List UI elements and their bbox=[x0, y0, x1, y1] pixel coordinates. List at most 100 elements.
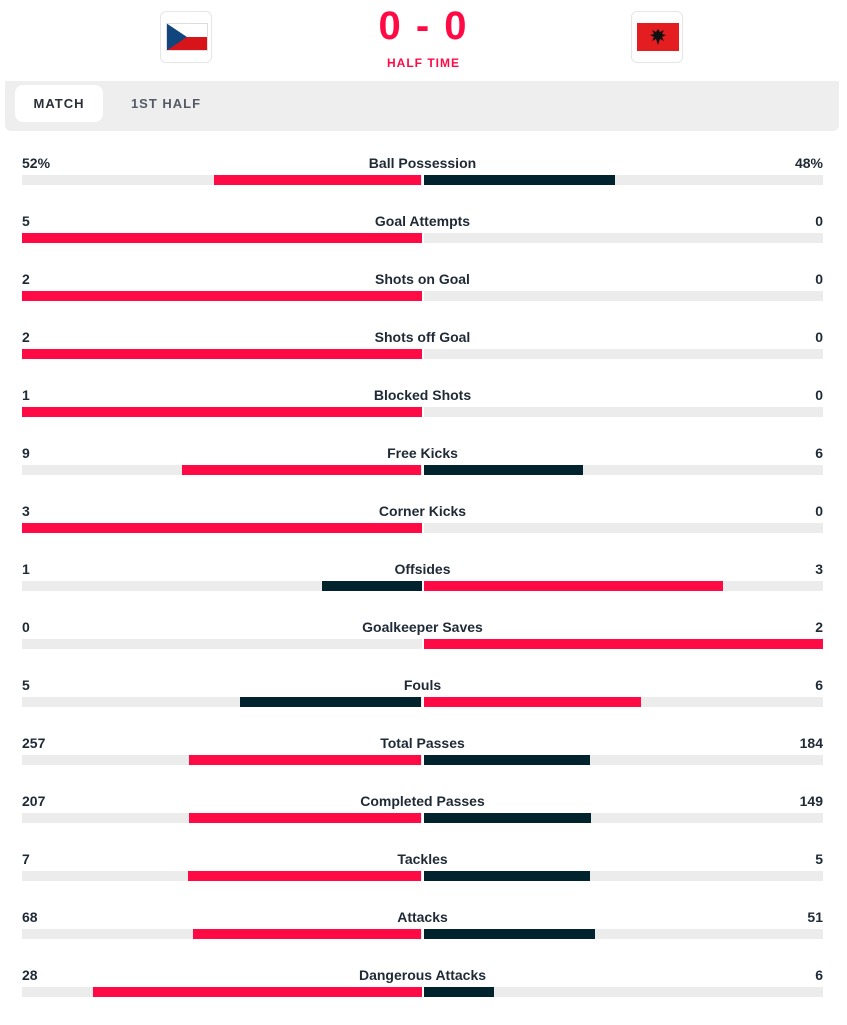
away-bar-track bbox=[423, 175, 823, 185]
away-bar-track bbox=[423, 407, 823, 417]
away-stat-value: 149 bbox=[799, 793, 823, 809]
home-bar-track bbox=[22, 639, 422, 649]
away-stat-value: 3 bbox=[815, 561, 823, 577]
away-stat-value: 6 bbox=[815, 677, 823, 693]
match-header: 0 - 0 HALF TIME bbox=[0, 0, 847, 80]
stat-label: Shots on Goal bbox=[375, 271, 470, 287]
stat-label: Tackles bbox=[397, 851, 448, 867]
home-stat-bar bbox=[22, 523, 422, 533]
away-stat-value: 48% bbox=[794, 155, 823, 171]
away-stat-value: 0 bbox=[815, 387, 823, 403]
stat-comparison-bar bbox=[22, 755, 823, 765]
home-stat-value: 52% bbox=[22, 155, 51, 171]
stat-row: 257 Total Passes 184 bbox=[22, 735, 823, 793]
away-stat-value: 0 bbox=[815, 329, 823, 345]
stat-row: 5 Goal Attempts 0 bbox=[22, 213, 823, 271]
stat-comparison-bar bbox=[22, 987, 823, 997]
away-stat-bar bbox=[423, 639, 823, 649]
tab-match[interactable]: MATCH bbox=[15, 85, 103, 122]
stat-comparison-bar bbox=[22, 929, 823, 939]
away-stat-bar bbox=[423, 871, 590, 881]
stat-label: Goal Attempts bbox=[374, 213, 471, 229]
away-stat-bar bbox=[423, 581, 724, 591]
away-bar-track bbox=[423, 349, 823, 359]
home-stat-value: 257 bbox=[22, 735, 46, 751]
home-stat-bar bbox=[22, 349, 422, 359]
stat-row: 28 Dangerous Attacks 6 bbox=[22, 967, 823, 1025]
home-stat-value: 7 bbox=[22, 851, 30, 867]
stat-label: Offsides bbox=[394, 561, 451, 577]
stat-label: Blocked Shots bbox=[373, 387, 472, 403]
away-team-flag[interactable] bbox=[631, 11, 683, 63]
away-bar-track bbox=[423, 233, 823, 243]
home-stat-bar bbox=[22, 233, 422, 243]
away-stat-value: 0 bbox=[815, 503, 823, 519]
stat-row: 7 Tackles 5 bbox=[22, 851, 823, 909]
stat-row: 1 Blocked Shots 0 bbox=[22, 387, 823, 445]
home-stat-bar bbox=[22, 407, 422, 417]
away-bar-track bbox=[423, 755, 823, 765]
stat-comparison-bar bbox=[22, 291, 823, 301]
away-bar-track bbox=[423, 523, 823, 533]
score: 0 - 0 bbox=[378, 4, 469, 48]
home-stat-bar bbox=[193, 929, 422, 939]
stat-label: Shots off Goal bbox=[374, 329, 471, 345]
away-stat-value: 6 bbox=[815, 967, 823, 983]
stat-comparison-bar bbox=[22, 465, 823, 475]
away-stat-value: 6 bbox=[815, 445, 823, 461]
home-stat-value: 5 bbox=[22, 677, 30, 693]
stat-label: Ball Possession bbox=[368, 155, 477, 171]
away-stat-value: 51 bbox=[807, 909, 823, 925]
away-stat-value: 184 bbox=[799, 735, 823, 751]
home-stat-value: 2 bbox=[22, 271, 30, 287]
stat-comparison-bar bbox=[22, 233, 823, 243]
home-stat-value: 9 bbox=[22, 445, 30, 461]
stat-label: Completed Passes bbox=[360, 793, 485, 809]
away-bar-track bbox=[423, 987, 823, 997]
home-stat-bar bbox=[321, 581, 422, 591]
home-stat-value: 1 bbox=[22, 387, 30, 403]
away-stat-bar bbox=[423, 755, 591, 765]
stat-comparison-bar bbox=[22, 871, 823, 881]
home-stat-value: 207 bbox=[22, 793, 46, 809]
away-stat-bar bbox=[423, 465, 584, 475]
home-stat-bar bbox=[188, 871, 422, 881]
stat-comparison-bar bbox=[22, 639, 823, 649]
stat-row: 52% Ball Possession 48% bbox=[22, 155, 823, 213]
away-bar-track bbox=[423, 465, 823, 475]
match-status: HALF TIME bbox=[387, 56, 460, 70]
home-stat-value: 28 bbox=[22, 967, 38, 983]
stat-label: Corner Kicks bbox=[378, 503, 467, 519]
home-team-flag[interactable] bbox=[160, 11, 212, 63]
home-bar-track bbox=[22, 697, 422, 707]
home-stat-bar bbox=[189, 813, 422, 823]
home-stat-bar bbox=[239, 697, 422, 707]
home-stat-bar bbox=[213, 175, 422, 185]
tab-1st-half[interactable]: 1ST HALF bbox=[130, 96, 202, 111]
stat-row: 207 Completed Passes 149 bbox=[22, 793, 823, 851]
stat-row: 1 Offsides 3 bbox=[22, 561, 823, 619]
home-stat-value: 3 bbox=[22, 503, 30, 519]
stat-comparison-bar bbox=[22, 523, 823, 533]
stat-label: Goalkeeper Saves bbox=[362, 619, 483, 635]
stat-label: Fouls bbox=[403, 677, 442, 693]
stat-row: 2 Shots on Goal 0 bbox=[22, 271, 823, 329]
away-stat-bar bbox=[423, 813, 591, 823]
home-stat-bar bbox=[92, 987, 422, 997]
home-stat-value: 5 bbox=[22, 213, 30, 229]
stat-row: 5 Fouls 6 bbox=[22, 677, 823, 735]
away-stat-value: 2 bbox=[815, 619, 823, 635]
away-stat-value: 0 bbox=[815, 213, 823, 229]
stat-row: 2 Shots off Goal 0 bbox=[22, 329, 823, 387]
albania-flag-icon bbox=[637, 23, 679, 51]
away-stat-bar bbox=[423, 697, 642, 707]
stat-row: 68 Attacks 51 bbox=[22, 909, 823, 967]
czech-flag-icon bbox=[166, 23, 208, 51]
stat-comparison-bar bbox=[22, 697, 823, 707]
stat-comparison-bar bbox=[22, 581, 823, 591]
home-stat-value: 2 bbox=[22, 329, 30, 345]
home-stat-bar bbox=[181, 465, 422, 475]
stat-label: Free Kicks bbox=[387, 445, 458, 461]
away-bar-track bbox=[423, 929, 823, 939]
stat-comparison-bar bbox=[22, 175, 823, 185]
